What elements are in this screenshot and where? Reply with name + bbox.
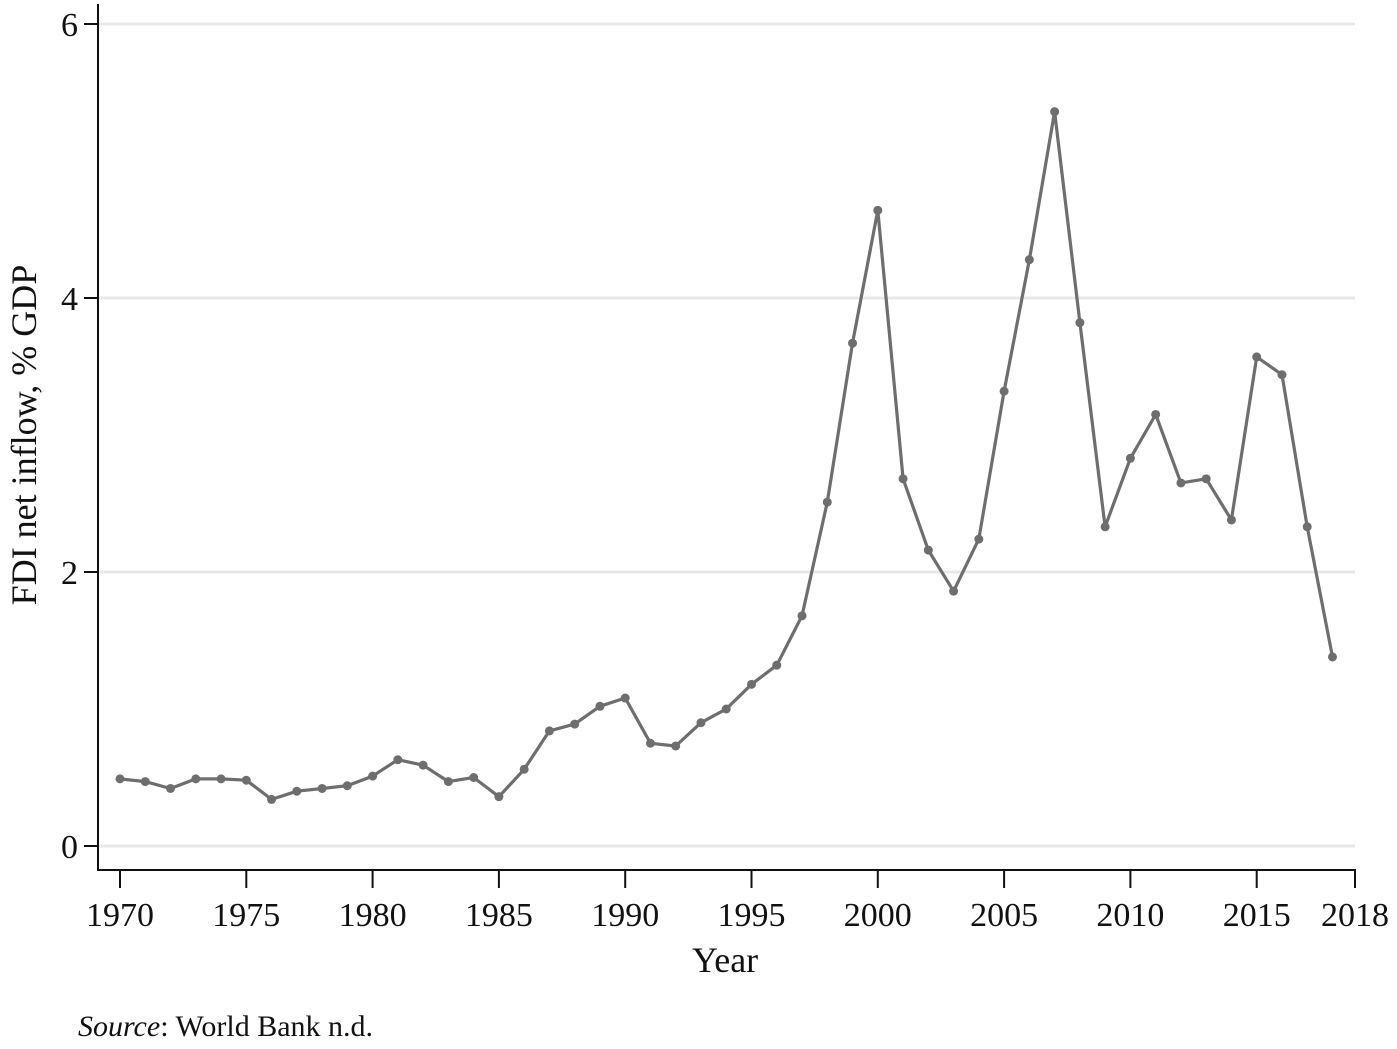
data-point (898, 474, 908, 484)
y-axis-title: FDI net inflow, % GDP (4, 265, 44, 606)
data-point (1075, 318, 1085, 328)
data-point (368, 771, 378, 781)
data-point (1201, 474, 1211, 484)
data-point (873, 205, 883, 215)
data-point (1151, 409, 1161, 419)
data-point (1302, 522, 1312, 532)
y-tick-label: 0 (61, 829, 78, 866)
data-point (923, 545, 933, 555)
data-point (1050, 107, 1060, 117)
data-point (216, 774, 226, 784)
x-tick-label: 2018 (1321, 897, 1389, 934)
data-point (544, 726, 554, 736)
data-point (848, 338, 858, 348)
data-point (1277, 370, 1287, 380)
data-point (342, 781, 352, 791)
data-point (191, 774, 201, 784)
source-label: Source (78, 1010, 161, 1043)
source-text: : World Bank n.d. (160, 1010, 374, 1043)
data-point (140, 777, 150, 787)
y-axis-ticks: 0 2 4 6 (61, 7, 98, 866)
data-point (671, 741, 681, 751)
data-point (1226, 515, 1236, 525)
data-point (721, 704, 731, 714)
x-tick-label: 1995 (718, 897, 786, 934)
data-point (494, 792, 504, 802)
gridlines (98, 22, 1355, 848)
x-tick-label: 1980 (339, 897, 407, 934)
data-point (949, 586, 959, 596)
data-point (999, 386, 1009, 396)
data-point (241, 775, 251, 785)
data-point (974, 534, 984, 544)
source-note: Source: World Bank n.d. (78, 1010, 373, 1044)
data-point (469, 773, 479, 782)
data-point (519, 764, 529, 774)
fdi-line-chart: 0 2 4 6 1970 1975 1980 1985 1990 1995 2000 2005 201… (4, 4, 1389, 980)
x-axis-ticks: 1970 1975 1980 1985 1990 1995 2000 2005 2010 2015… (86, 870, 1389, 934)
data-point (772, 660, 782, 670)
data-point (267, 794, 277, 804)
x-tick-label: 2015 (1223, 897, 1291, 934)
data-point (1125, 453, 1135, 463)
data-point (1024, 255, 1034, 265)
y-tick-label: 2 (61, 555, 78, 592)
y-tick-label: 6 (61, 7, 78, 44)
x-tick-label: 1970 (86, 897, 154, 934)
data-point (822, 497, 832, 507)
x-tick-label: 1990 (591, 897, 659, 934)
x-tick-label: 1985 (465, 897, 533, 934)
x-tick-label: 1975 (212, 897, 280, 934)
data-series (115, 107, 1337, 804)
data-point (317, 783, 327, 793)
x-tick-label: 2005 (970, 897, 1038, 934)
x-tick-label: 2000 (844, 897, 912, 934)
x-tick-label: 2010 (1096, 897, 1164, 934)
data-point (292, 786, 302, 796)
data-point (797, 611, 807, 621)
data-point (1100, 522, 1110, 532)
data-point (115, 774, 125, 784)
data-point (747, 679, 756, 689)
data-point (1327, 652, 1337, 662)
data-point (1252, 352, 1262, 362)
x-axis-title: Year (692, 940, 758, 980)
data-point (418, 760, 428, 770)
data-point (1176, 478, 1186, 488)
series-line (119, 110, 1335, 802)
data-point (393, 755, 403, 765)
data-point (443, 777, 453, 787)
y-tick-label: 4 (61, 281, 78, 318)
data-point (620, 693, 630, 703)
data-point (166, 783, 176, 793)
data-point (645, 738, 655, 748)
data-point (595, 701, 605, 711)
axes (97, 4, 1356, 871)
data-point (570, 719, 580, 729)
data-point (696, 718, 706, 728)
